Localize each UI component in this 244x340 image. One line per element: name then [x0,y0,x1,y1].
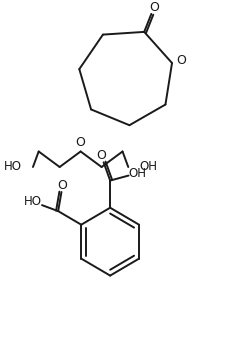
Text: O: O [76,136,86,149]
Text: OH: OH [140,160,158,173]
Text: O: O [176,54,186,67]
Text: O: O [96,150,106,163]
Text: O: O [149,1,159,14]
Text: O: O [58,179,68,192]
Text: HO: HO [24,195,42,208]
Text: OH: OH [129,167,147,180]
Text: HO: HO [3,160,21,173]
